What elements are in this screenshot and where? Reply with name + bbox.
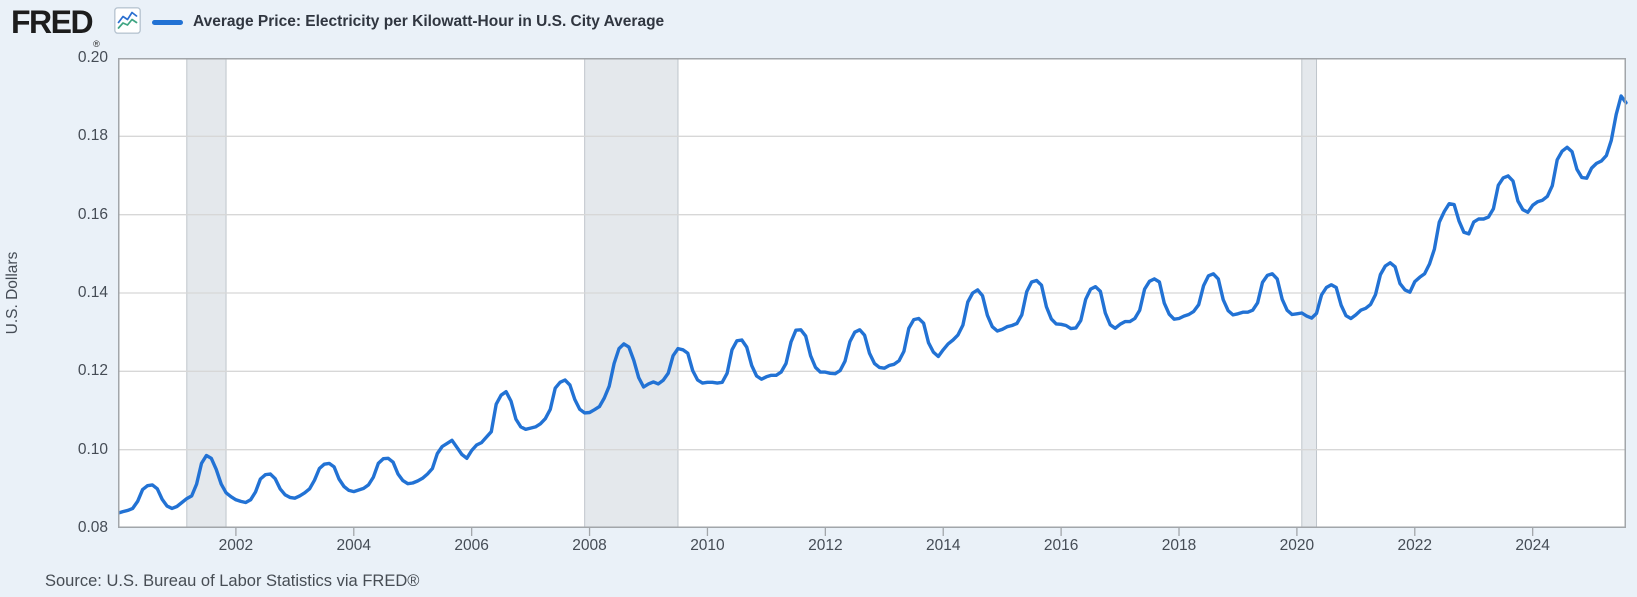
y-axis-tick-label: 0.16 xyxy=(77,205,108,223)
y-axis-tick-label: 0.08 xyxy=(77,519,108,536)
y-axis-tick-label: 0.10 xyxy=(77,440,108,458)
x-axis-tick-label: 2018 xyxy=(1161,537,1197,554)
series-legend-label: Average Price: Electricity per Kilowatt-… xyxy=(193,13,665,30)
x-axis-tick-label: 2006 xyxy=(454,537,489,554)
y-axis-title: U.S. Dollars xyxy=(4,251,21,335)
x-axis-tick-label: 2004 xyxy=(336,537,371,554)
y-axis-tick-label: 0.18 xyxy=(77,127,108,145)
y-axis-tick-label: 0.14 xyxy=(77,284,108,301)
y-axis-tick-label: 0.20 xyxy=(77,49,108,66)
registered-trademark: ® xyxy=(93,39,100,49)
fred-logo[interactable]: FRED® xyxy=(11,4,100,49)
series-color-swatch xyxy=(152,19,183,25)
x-axis-tick-label: 2010 xyxy=(690,537,725,554)
x-axis-tick-label: 2020 xyxy=(1279,537,1315,554)
fred-sparkline-icon xyxy=(114,7,141,34)
chart-header: FRED® Average Price: Electricity per Kil… xyxy=(0,0,1637,49)
x-axis-tick-label: 2012 xyxy=(808,537,843,554)
source-attribution: Source: U.S. Bureau of Labor Statistics … xyxy=(45,572,420,590)
series-legend[interactable]: Average Price: Electricity per Kilowatt-… xyxy=(152,0,664,44)
plot-border xyxy=(118,58,1626,528)
x-axis-tick-label: 2002 xyxy=(218,537,254,554)
x-axis-tick-label: 2022 xyxy=(1397,537,1433,554)
x-axis-tick-label: 2014 xyxy=(925,537,961,554)
price-line-series xyxy=(118,94,1628,515)
y-axis-tick-label: 0.12 xyxy=(77,362,108,380)
x-axis-tick-label: 2008 xyxy=(572,537,607,554)
x-axis-tick-label: 2024 xyxy=(1515,537,1550,554)
line-chart-plot-area[interactable] xyxy=(118,58,1628,538)
x-axis-tick-label: 2016 xyxy=(1043,537,1079,554)
fred-logo-text: FRED xyxy=(11,4,94,40)
